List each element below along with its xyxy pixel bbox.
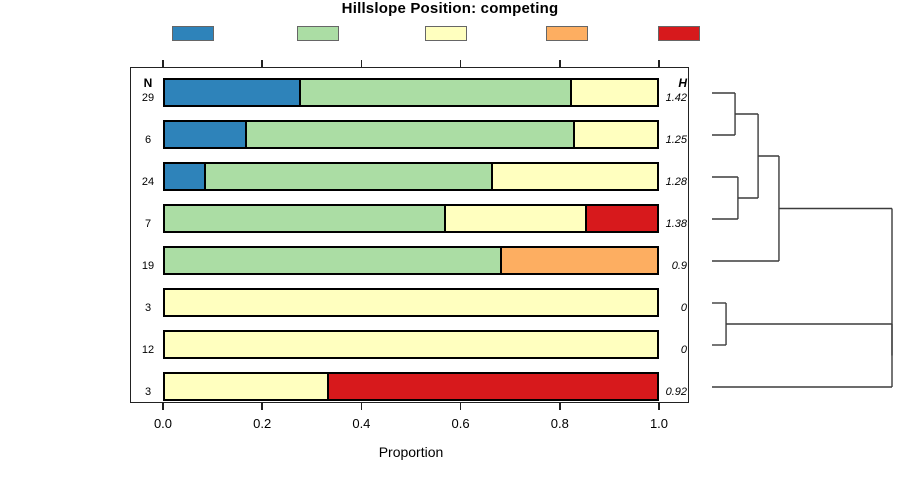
x-tick-bottom [360,403,363,410]
h-value: 1.25 [665,134,687,146]
x-tick-label: 0.6 [451,416,470,431]
h-column-header: H [678,76,687,90]
bar-segment-backslope [572,80,657,105]
bar-segment-toeslope [165,122,248,147]
bar-grandora [163,330,659,359]
bar-lachim [163,288,659,317]
bar-segment-footslope [247,122,575,147]
x-tick-label: 1.0 [649,416,669,431]
n-value: 12 [141,344,155,356]
x-tick-label: 0.0 [153,416,173,431]
bar-segment-backslope [165,332,657,357]
bar-segment-footslope [300,80,573,105]
legend-swatch-shoulder [546,26,588,41]
x-tick-label: 0.8 [550,416,569,431]
n-value: 6 [144,134,152,146]
bar-segment-backslope [165,374,329,399]
n-value: 29 [141,92,155,104]
x-tick-top [658,60,660,67]
x-tick-top [559,60,561,67]
x-axis-title: Proportion [378,444,444,460]
bar-segment-toeslope [165,164,206,189]
x-tick-top [261,60,263,67]
bar-segment-footslope [165,248,502,273]
n-column-header: N [143,76,153,90]
h-value: 1.38 [665,218,687,230]
h-value: 0 [680,344,687,356]
n-value: 19 [141,260,155,272]
x-tick-top [360,60,363,67]
h-value: 0.92 [665,386,687,398]
x-tick-bottom [559,403,561,410]
n-value: 7 [144,218,152,230]
x-tick-bottom [261,403,263,410]
bar-berent [163,162,659,191]
bar-zorravista [163,120,659,149]
legend-swatch-backslope [425,26,467,41]
x-tick-top [459,60,462,67]
legend-swatch-toeslope [172,26,214,41]
h-value: 1.28 [665,176,687,188]
bar-segment-shoulder [501,248,657,273]
bar-segment-backslope [165,290,657,315]
legend-swatch-footslope [297,26,339,41]
x-tick-label: 0.2 [253,416,272,431]
bar-quincy [163,204,659,233]
n-value: 24 [141,176,155,188]
bar-segment-summit [328,374,657,399]
n-value: 3 [144,302,152,314]
bar-segment-backslope [574,122,657,147]
x-tick-top [162,60,164,67]
bar-segment-footslope [165,206,446,231]
x-tick-bottom [658,403,660,410]
bar-toll [163,78,659,107]
bar-segment-backslope [493,164,657,189]
bar-segment-summit [586,206,657,231]
x-tick-bottom [459,403,462,410]
x-tick-label: 0.4 [352,416,371,431]
plot-frame [130,67,689,403]
legend-swatch-summit [658,26,700,41]
bar-segment-footslope [205,164,494,189]
bar-segment-backslope [445,206,587,231]
n-value: 3 [144,386,152,398]
chart-title: Hillslope Position: competing [341,0,559,17]
bar-goldrun [163,372,659,401]
h-value: 1.42 [665,92,687,104]
bar-segment-toeslope [165,80,301,105]
h-value: 0 [680,302,687,314]
h-value: 0.9 [671,260,687,272]
x-tick-bottom [162,403,164,410]
bar-incy [163,246,659,275]
